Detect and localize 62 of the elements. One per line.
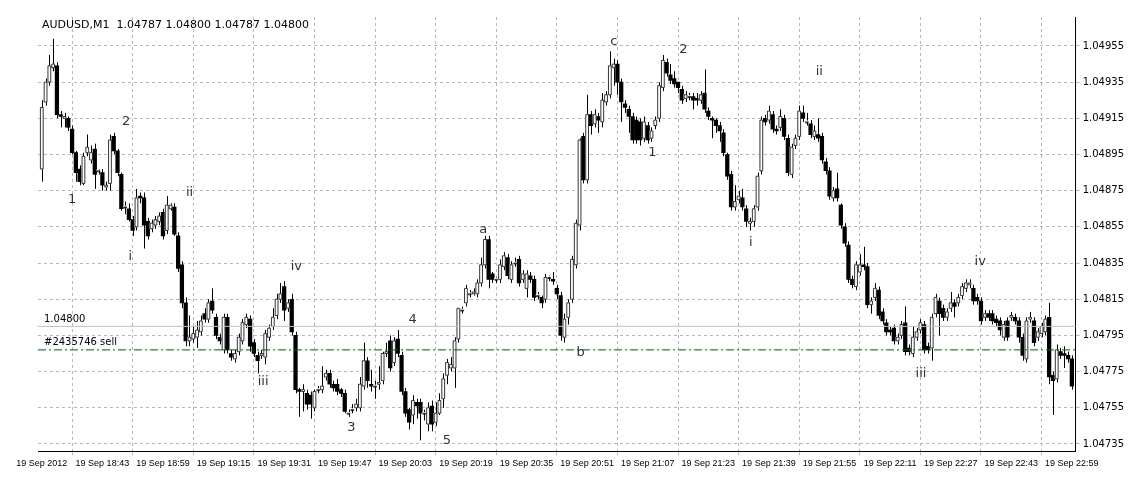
y-tick-label: 1.04735 — [1082, 437, 1125, 449]
x-tick-label: 19 Sep 21:39 — [742, 458, 796, 469]
x-tick-label: 19 Sep 19:47 — [317, 458, 372, 469]
x-tick-label: 19 Sep 20:03 — [378, 458, 433, 469]
x-tick-label: 19 Sep 22:27 — [923, 458, 978, 469]
candlestick — [1024, 316, 1029, 364]
y-tick-label: 1.04915 — [1082, 111, 1125, 123]
x-tick-label: 19 Sep 19:31 — [257, 458, 311, 469]
y-tick-label: 1.04835 — [1082, 256, 1125, 268]
annotation: iii — [915, 365, 927, 381]
candlestick — [1001, 320, 1006, 342]
annotation: 2 — [122, 112, 131, 128]
y-tick-label: 1.04935 — [1082, 75, 1125, 87]
annotation: iii — [257, 372, 269, 388]
x-tick-label: 19 Sep 20:35 — [499, 458, 554, 469]
y-tick-label: 1.04795 — [1082, 329, 1125, 341]
candlestick — [300, 383, 306, 412]
candlestick — [638, 117, 643, 146]
chart-title: AUDUSD,M1 1.04787 1.04800 1.04787 1.04800 — [42, 18, 309, 32]
annotation: i — [128, 248, 133, 264]
annotation: 2 — [679, 40, 688, 56]
y-tick-label: 1.04875 — [1082, 184, 1125, 196]
x-tick-label: 19 Sep 2012 — [16, 458, 68, 469]
y-tick-label: 1.04855 — [1082, 220, 1125, 232]
annotation: 3 — [347, 418, 356, 434]
annotation: iv — [290, 258, 303, 274]
candlestick — [410, 394, 416, 425]
candlestick — [634, 116, 639, 145]
ref-line-label: #2435746 sell — [44, 336, 118, 348]
y-tick-label: 1.04815 — [1082, 292, 1125, 304]
candlestick — [584, 94, 590, 184]
annotation: ii — [185, 184, 194, 200]
annotation: iv — [974, 253, 987, 269]
candlestick — [213, 313, 219, 340]
y-tick-label: 1.04775 — [1082, 365, 1125, 377]
x-tick-label: 19 Sep 18:59 — [136, 458, 190, 469]
annotation: i — [749, 234, 753, 250]
y-tick-label: 1.04955 — [1082, 39, 1125, 51]
y-tick-label: 1.04895 — [1082, 148, 1125, 160]
annotation: ii — [815, 63, 823, 79]
x-tick-label: 19 Sep 20:19 — [439, 458, 493, 469]
candlestick — [641, 116, 647, 143]
x-tick-label: 19 Sep 19:15 — [196, 458, 251, 469]
x-tick-label: 19 Sep 21:23 — [681, 458, 736, 469]
x-tick-label: 19 Sep 22:43 — [984, 458, 1039, 469]
x-tick-label: 19 Sep 20:51 — [560, 458, 614, 469]
annotation: a — [479, 220, 488, 236]
y-tick-label: 1.04755 — [1082, 401, 1125, 413]
annotation: b — [576, 344, 585, 360]
candlestick — [668, 63, 673, 85]
x-tick-label: 19 Sep 22:11 — [863, 458, 917, 469]
annotation: c — [610, 33, 618, 49]
candlestick — [429, 400, 434, 432]
x-tick-label: 19 Sep 18:43 — [75, 458, 130, 469]
annotation: 5 — [442, 431, 451, 447]
x-tick-label: 19 Sep 21:55 — [802, 458, 857, 469]
annotation: 4 — [408, 310, 417, 326]
annotation: 1 — [648, 144, 657, 160]
x-tick-label: 19 Sep 22:59 — [1045, 458, 1099, 469]
x-tick-label: 19 Sep 21:07 — [620, 458, 675, 469]
annotation: 1 — [68, 191, 77, 207]
ref-line-label: 1.04800 — [44, 312, 86, 324]
